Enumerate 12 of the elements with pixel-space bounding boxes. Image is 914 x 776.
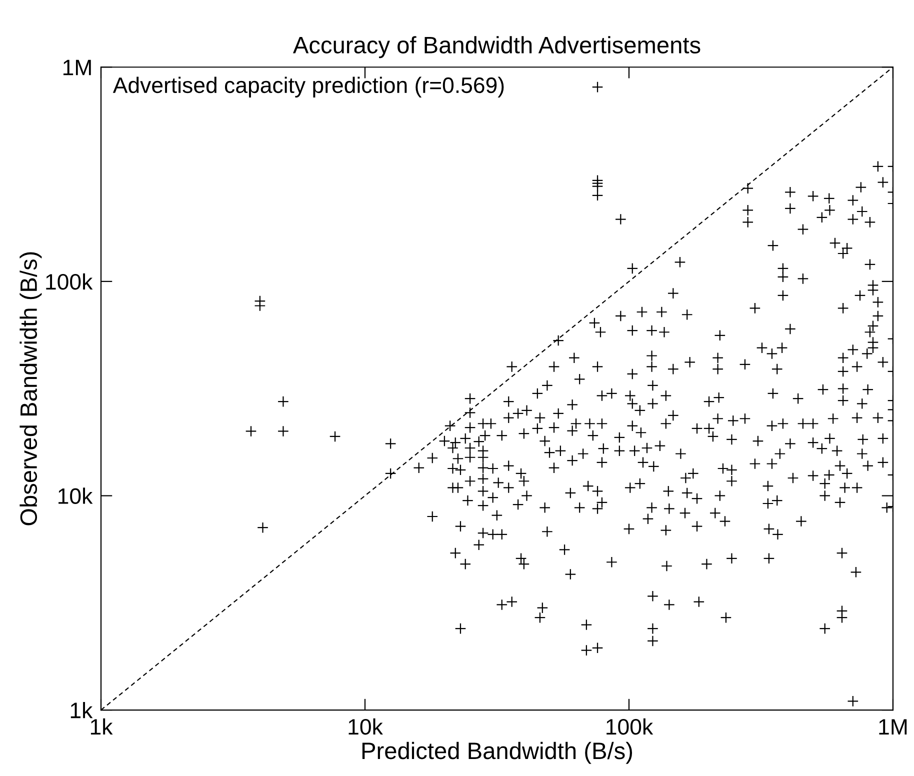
x-tick-label: 1M xyxy=(879,719,907,734)
y-tick-label: 100k xyxy=(46,273,93,290)
y-tick-label: 1M xyxy=(63,60,91,76)
x-tick-label: 10k xyxy=(348,718,383,735)
x-tick-label: 100k xyxy=(606,718,654,735)
x-tick-label: 1k xyxy=(90,718,113,734)
x-axis-title: Predicted Bandwidth (B/s) xyxy=(362,742,632,764)
y-tick-label: 1k xyxy=(70,702,93,718)
y-axis-title: Observed Bandwidth (B/s) xyxy=(20,252,42,526)
annotation: Advertised capacity prediction (r=0.569) xyxy=(112,76,504,98)
chart-title: Accuracy of Bandwidth Advertisements xyxy=(292,36,700,58)
y-tick-label: 10k xyxy=(58,488,93,504)
